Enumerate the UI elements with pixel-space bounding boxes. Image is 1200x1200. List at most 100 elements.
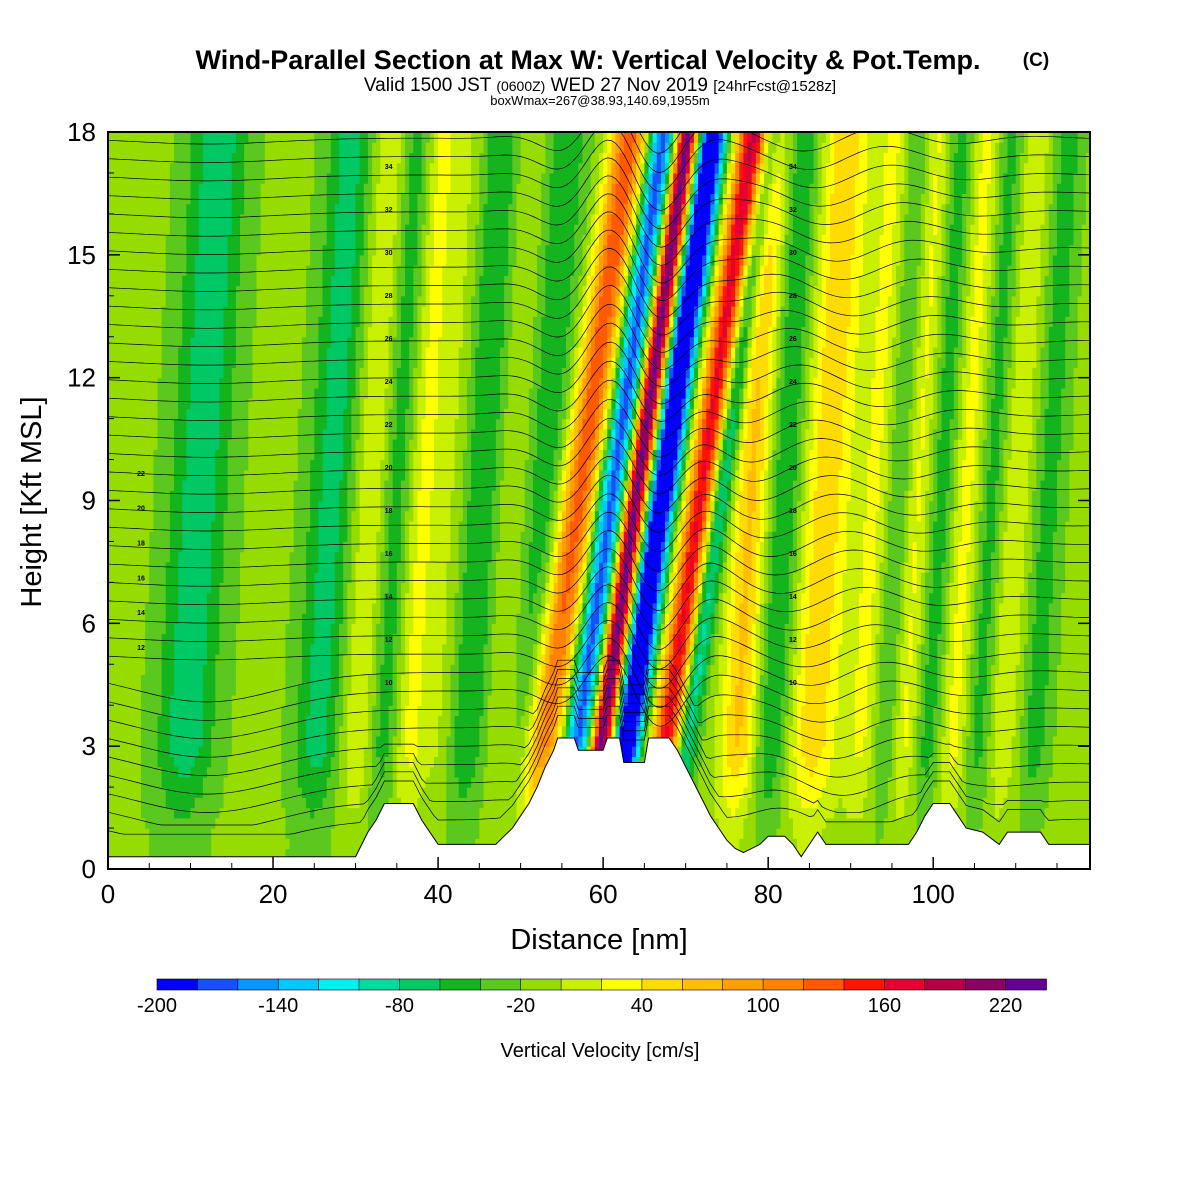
field-cell [273, 501, 278, 512]
field-cell [158, 398, 163, 409]
field-cell [306, 623, 311, 634]
field-cell [149, 634, 154, 645]
field-cell [149, 306, 154, 317]
field-cell [224, 685, 229, 696]
field-cell [285, 675, 290, 686]
field-cell [339, 756, 344, 767]
field-cell [116, 572, 121, 583]
field-cell [265, 265, 270, 276]
field-cell [368, 715, 373, 726]
field-cell [347, 797, 352, 808]
field-cell [281, 552, 286, 563]
field-cell [158, 501, 163, 512]
field-cell [199, 378, 204, 389]
field-cell [120, 398, 125, 409]
field-cell [129, 347, 134, 358]
field-cell [306, 132, 311, 143]
field-cell [252, 337, 257, 348]
field-cell [215, 501, 220, 512]
field-cell [112, 685, 117, 696]
field-cell [248, 685, 253, 696]
field-cell [261, 306, 266, 317]
field-cell [339, 142, 344, 153]
field-cell [186, 552, 191, 563]
field-cell [182, 265, 187, 276]
field-cell [112, 593, 117, 604]
field-cell [125, 234, 130, 245]
field-cell [215, 152, 220, 163]
field-cell [166, 746, 171, 757]
field-cell [158, 808, 163, 819]
field-cell [162, 705, 167, 716]
field-cell [125, 685, 130, 696]
field-cell [186, 367, 191, 378]
field-cell [376, 296, 381, 307]
field-cell [162, 470, 167, 481]
field-cell [360, 562, 365, 573]
subtitle-valid: Valid 1500 JST [364, 75, 492, 96]
field-cell [170, 705, 175, 716]
field-cell [133, 337, 138, 348]
field-cell [372, 675, 377, 686]
field-cell [162, 204, 167, 215]
field-cell [290, 286, 295, 297]
field-cell [203, 275, 208, 286]
field-cell [158, 204, 163, 215]
field-cell [261, 367, 266, 378]
field-cell [302, 736, 307, 747]
field-cell [376, 193, 381, 204]
field-cell [281, 654, 286, 665]
field-cell [174, 449, 179, 460]
field-cell [149, 296, 154, 307]
field-cell [290, 726, 295, 737]
field-cell [120, 654, 125, 665]
field-cell [281, 275, 286, 286]
field-cell [376, 511, 381, 522]
field-cell [116, 439, 121, 450]
field-cell [199, 818, 204, 829]
field-cell [335, 828, 340, 839]
field-cell [162, 818, 167, 829]
field-cell [356, 286, 361, 297]
field-cell [347, 531, 352, 542]
field-cell [298, 286, 303, 297]
field-cell [339, 255, 344, 266]
field-cell [236, 828, 241, 839]
field-cell [277, 623, 282, 634]
field-cell [281, 163, 286, 174]
field-cell [203, 265, 208, 276]
field-cell [112, 797, 117, 808]
field-cell [207, 593, 212, 604]
field-cell [248, 132, 253, 143]
field-cell [294, 746, 299, 757]
field-cell [224, 245, 229, 256]
field-cell [343, 214, 348, 225]
field-cell [257, 787, 262, 798]
field-cell [199, 654, 204, 665]
field-cell [277, 337, 282, 348]
field-cell [240, 388, 245, 399]
field-cell [228, 480, 233, 491]
field-cell [360, 675, 365, 686]
field-cell [269, 460, 274, 471]
field-cell [351, 132, 356, 143]
field-cell [162, 726, 167, 737]
field-cell [335, 234, 340, 245]
field-cell [273, 224, 278, 235]
field-cell [158, 828, 163, 839]
field-cell [257, 132, 262, 143]
field-cell [393, 787, 398, 798]
field-cell [273, 347, 278, 358]
field-cell [199, 552, 204, 563]
field-cell [141, 286, 146, 297]
field-cell [351, 715, 356, 726]
field-cell [368, 756, 373, 767]
field-cell [174, 828, 179, 839]
field-cell [236, 705, 241, 716]
field-cell [372, 214, 377, 225]
field-cell [364, 562, 369, 573]
field-cell [211, 255, 216, 266]
field-cell [211, 501, 216, 512]
field-cell [372, 408, 377, 419]
field-cell [389, 756, 394, 767]
